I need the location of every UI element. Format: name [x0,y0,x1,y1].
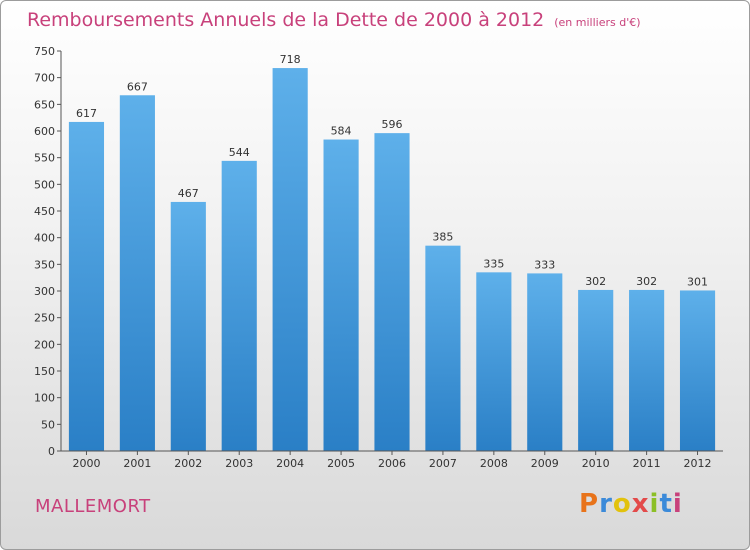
x-tick-label: 2003 [225,457,253,470]
bar [629,289,665,451]
y-tick-label: 200 [34,338,55,351]
bar [374,133,410,451]
bar-value-label: 584 [331,125,352,138]
bar-value-label: 596 [382,118,403,131]
bar-value-label: 617 [76,107,97,120]
x-tick-label: 2011 [633,457,661,470]
logo-letter: i [672,489,683,519]
bar [578,289,614,451]
x-tick-label: 2002 [174,457,202,470]
y-tick-label: 150 [34,365,55,378]
y-axis: 0 50 100 150 200 250 300 350 400 450 500 550 600 650 7… [34,45,62,458]
y-tick-label: 550 [34,152,55,165]
bars: 617 667 467 544 718 584 596 385 335 333 302 302 301 [68,53,716,452]
y-tick-label: 750 [34,45,55,58]
town-name: MALLEMORT [35,496,151,517]
bar-value-label: 333 [534,258,555,271]
x-tick-label: 2009 [531,457,559,470]
x-tick-label: 2004 [276,457,304,470]
y-tick-label: 650 [34,98,55,111]
logo-letter: o [612,489,632,519]
bar [170,201,206,451]
x-axis: 2000 2001 2002 2003 2004 2005 2006 2007 2008 2009… [61,450,723,470]
y-tick-label: 600 [34,125,55,138]
x-tick-label: 2012 [684,457,712,470]
bar [272,68,308,452]
bar [221,160,257,451]
bar [68,121,105,451]
logo-letter: i [649,489,660,519]
bar-value-label: 302 [636,275,657,288]
y-tick-label: 0 [48,445,55,458]
bar-value-label: 467 [178,187,199,200]
bar [119,95,155,452]
y-tick-label: 250 [34,312,55,325]
bar-value-label: 301 [687,275,708,288]
y-tick-label: 700 [34,72,55,85]
x-tick-label: 2000 [72,457,100,470]
proxiti-logo[interactable]: Proxiti [579,489,683,519]
x-tick-label: 2007 [429,457,457,470]
logo-letter: x [631,489,650,519]
bar [323,139,359,452]
bar-value-label: 302 [585,275,606,288]
bar [679,290,716,451]
logo-letter: P [579,489,600,519]
bar [527,273,563,451]
x-tick-label: 2006 [378,457,406,470]
y-tick-label: 450 [34,205,55,218]
title-text: Remboursements Annuels de la Dette de 20… [27,9,545,31]
x-tick-label: 2001 [123,457,151,470]
y-tick-label: 50 [41,418,55,431]
y-tick-label: 300 [34,285,55,298]
y-tick-label: 350 [34,258,55,271]
bar-value-label: 544 [229,146,250,159]
y-tick-label: 100 [34,392,55,405]
x-tick-label: 2008 [480,457,508,470]
bar [476,272,512,451]
logo-letter: t [659,489,673,519]
bar [425,245,461,451]
x-tick-label: 2005 [327,457,355,470]
bar-value-label: 667 [127,80,148,93]
logo-letter: r [599,489,613,519]
y-tick-label: 500 [34,178,55,191]
bar-value-label: 335 [483,257,504,270]
y-tick-label: 400 [34,232,55,245]
bar-value-label: 718 [280,53,301,66]
x-tick-label: 2010 [582,457,610,470]
unit-label: (en milliers d'€) [554,16,641,29]
bar-value-label: 385 [432,231,453,244]
chart-title: Remboursements Annuels de la Dette de 20… [27,9,641,31]
